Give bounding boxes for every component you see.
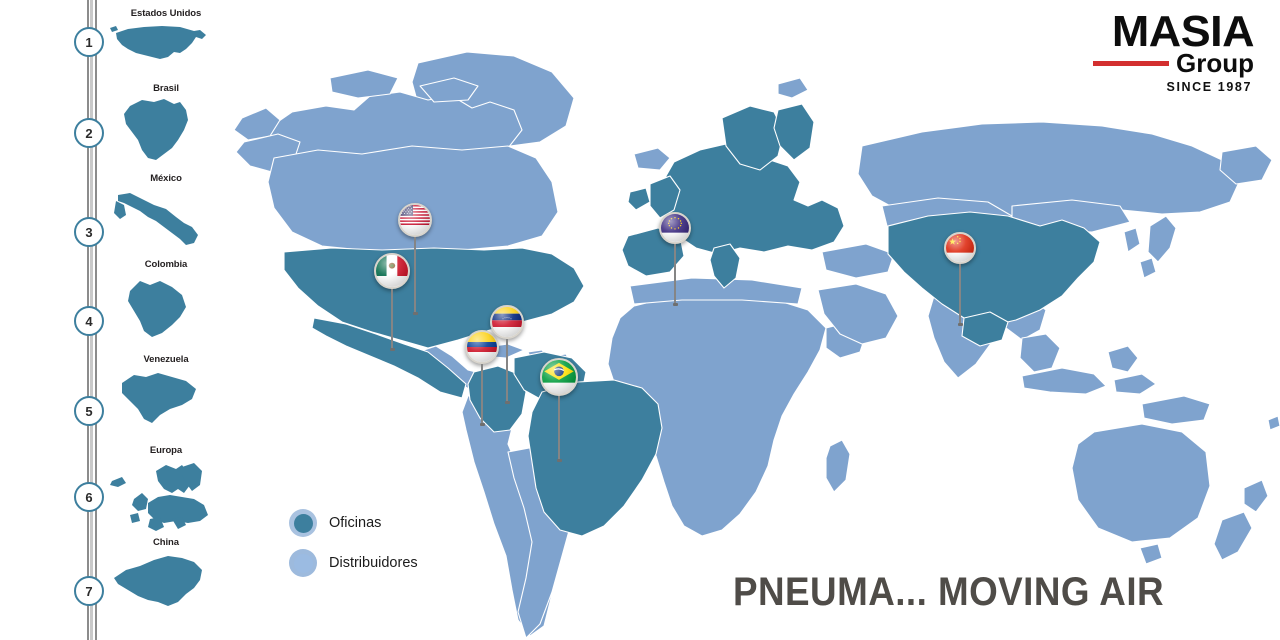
timeline-badge-3[interactable]: 3 <box>74 217 104 247</box>
highlight-china <box>887 211 1101 327</box>
map-pin-europa[interactable] <box>659 212 691 306</box>
highlight-ireland <box>627 187 651 211</box>
timeline-label-china: China <box>153 537 179 548</box>
pin-stem <box>479 364 485 426</box>
timeline-label-europa: Europa <box>149 445 183 456</box>
venezuela-silhouette-icon <box>112 367 202 431</box>
highlight-mexico <box>311 317 467 399</box>
highlight-finland <box>773 103 815 161</box>
timeline-badge-7[interactable]: 7 <box>74 576 104 606</box>
brazil-silhouette-icon <box>116 96 196 166</box>
map-pin-venezuela[interactable] <box>490 305 524 404</box>
china-flag-icon <box>944 232 976 264</box>
timeline-label-mexico: México <box>150 173 182 184</box>
european-union-flag-icon <box>659 212 691 244</box>
map-pin-china[interactable] <box>944 232 976 326</box>
logo-red-rule <box>1093 60 1169 66</box>
timeline-label-colombia: Colombia <box>144 259 188 270</box>
pin-stem <box>672 244 678 306</box>
europe-silhouette-icon <box>104 459 216 533</box>
highlight-brazil <box>527 379 663 537</box>
pin-stem <box>556 396 562 462</box>
world-map <box>222 0 1280 640</box>
pin-stem <box>412 237 418 315</box>
logo-wordmark: MASIA <box>1111 7 1255 56</box>
highlight-italy <box>709 243 741 289</box>
map-legend: Oficinas Distribuidores <box>289 507 418 587</box>
light-blue-circle-icon <box>289 549 317 577</box>
timeline-label-estados-unidos: Estados Unidos <box>130 8 202 19</box>
country-timeline-sidebar: 1 Estados Unidos 2 Brasil 3 México <box>0 0 222 640</box>
usa-silhouette-icon <box>108 19 208 67</box>
legend-item-distribuidores: Distribuidores <box>289 547 418 579</box>
timeline-badge-5[interactable]: 5 <box>74 396 104 426</box>
colombia-silhouette-icon <box>118 273 192 345</box>
brazil-flag-icon <box>540 358 578 396</box>
timeline-badge-2[interactable]: 2 <box>74 118 104 148</box>
pin-stem <box>957 264 963 326</box>
colombia-flag-icon <box>465 330 499 364</box>
timeline-label-venezuela: Venezuela <box>143 354 189 365</box>
map-pin-mexico[interactable] <box>374 253 410 351</box>
mexico-flag-icon <box>374 253 410 289</box>
map-pin-brasil[interactable] <box>540 358 578 462</box>
legend-label-distribuidores: Distribuidores <box>329 555 418 571</box>
timeline-badge-1[interactable]: 1 <box>74 27 104 57</box>
venezuela-flag-icon <box>490 305 524 339</box>
logo-subwordmark: Group <box>1176 48 1254 79</box>
mexico-silhouette-icon <box>112 187 204 259</box>
timeline-badge-6[interactable]: 6 <box>74 482 104 512</box>
legend-item-oficinas: Oficinas <box>289 507 418 539</box>
logo-since-text: SINCE 1987 <box>1166 80 1252 95</box>
map-pin-estados-unidos[interactable] <box>398 203 432 315</box>
pin-stem <box>389 289 395 351</box>
legend-label-oficinas: Oficinas <box>329 515 382 531</box>
timeline-badge-4[interactable]: 4 <box>74 306 104 336</box>
highlight-uk <box>649 175 681 219</box>
map-pin-colombia[interactable] <box>465 330 499 426</box>
pin-stem <box>504 339 510 404</box>
usa-flag-icon <box>398 203 432 237</box>
highlight-scandinavia <box>721 105 785 171</box>
masia-group-logo[interactable]: MASIA Group SINCE 1987 <box>1093 7 1255 95</box>
dark-teal-circle-icon <box>289 509 317 537</box>
timeline-label-brasil: Brasil <box>153 83 179 94</box>
tagline: PNEUMA... MOVING AIR <box>733 570 1165 614</box>
china-silhouette-icon <box>108 550 208 612</box>
